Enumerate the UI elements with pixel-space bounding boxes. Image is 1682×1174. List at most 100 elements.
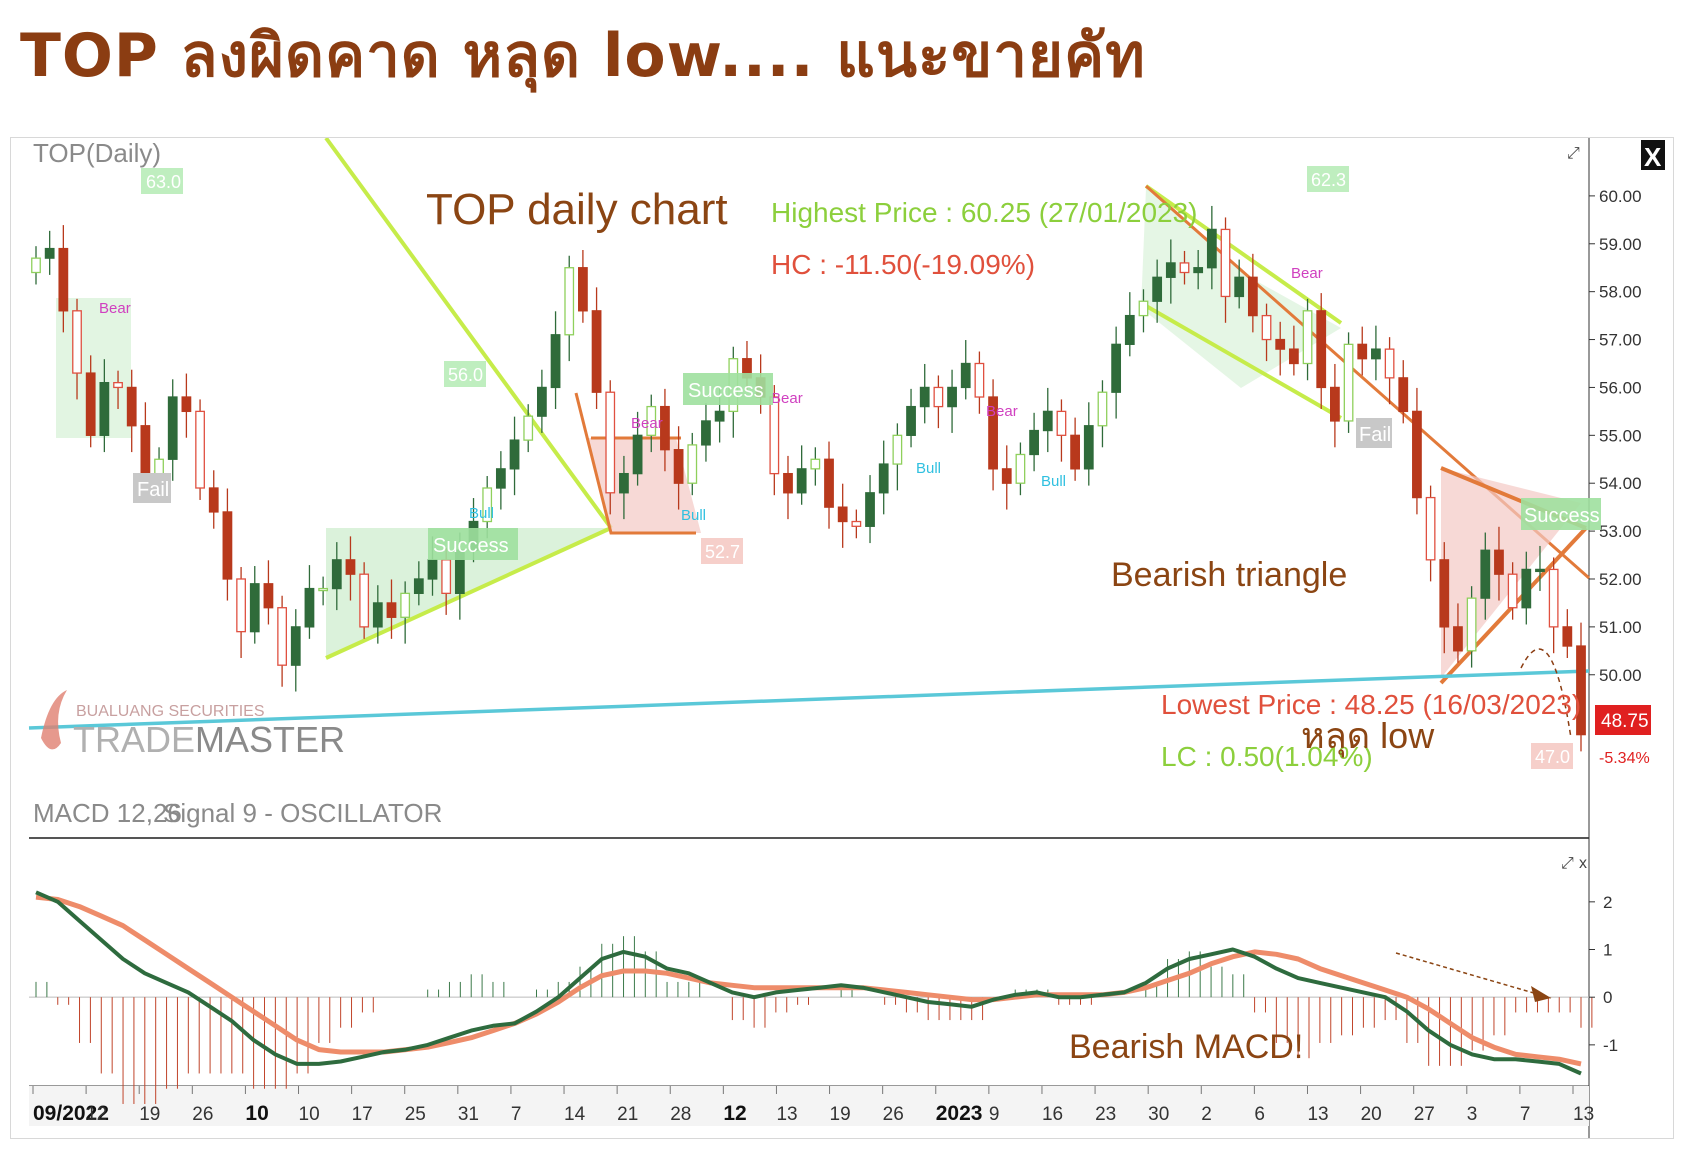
candle xyxy=(769,396,780,475)
macd-lines xyxy=(35,890,1582,1076)
candle xyxy=(1398,377,1409,413)
candle xyxy=(236,578,246,633)
date-tick-label: 28 xyxy=(670,1104,691,1125)
brand-logo: BUALUANG SECURITIES TRADEMASTER xyxy=(41,690,345,760)
bear-label: Bear xyxy=(631,415,663,432)
candle xyxy=(1494,549,1504,575)
candle xyxy=(318,587,329,592)
candle xyxy=(263,583,274,609)
candle xyxy=(1343,343,1354,422)
macd-title: MACD 12,26 xyxy=(33,798,182,828)
candle xyxy=(796,468,807,494)
date-tick-label: 12 xyxy=(723,1102,746,1125)
macd-tick-label: 1 xyxy=(1603,941,1612,960)
bull-label: Bull xyxy=(916,460,941,477)
macd-series-line xyxy=(35,890,1582,1076)
candle xyxy=(126,386,137,427)
candle xyxy=(304,587,315,628)
date-tick-label: 13 xyxy=(776,1104,797,1125)
candle xyxy=(591,310,602,393)
expand-icon[interactable]: ⤢ xyxy=(1567,145,1580,162)
candle xyxy=(1152,276,1163,302)
pane-close-icon[interactable]: x xyxy=(1579,855,1587,872)
candle xyxy=(974,362,985,398)
date-tick-label: 19 xyxy=(139,1104,160,1125)
candle xyxy=(632,434,643,475)
price-tick-label: 59.00 xyxy=(1599,235,1642,254)
candle xyxy=(1576,645,1586,736)
candle xyxy=(837,506,848,523)
bear-label: Bear xyxy=(99,300,131,317)
candle xyxy=(1302,310,1313,365)
candle xyxy=(1083,425,1094,470)
date-tick-label: 31 xyxy=(458,1104,479,1125)
candle xyxy=(1453,626,1463,652)
price-tick-label: 56.00 xyxy=(1599,378,1642,397)
candle xyxy=(619,472,629,494)
candle xyxy=(277,607,287,666)
date-tick-label: 7 xyxy=(511,1104,522,1125)
price-tick-label: 51.00 xyxy=(1599,618,1642,637)
candle xyxy=(960,362,971,389)
candle xyxy=(181,396,192,413)
success-label: Success xyxy=(1524,505,1600,527)
candle xyxy=(1330,386,1340,422)
chart-svg[interactable]: 60.0059.0058.0057.0056.0055.0054.0053.00… xyxy=(11,136,1673,1138)
candle xyxy=(536,386,547,417)
price-tick-label: 58.00 xyxy=(1599,283,1642,302)
date-tick-label: 27 xyxy=(1414,1104,1435,1125)
annotation-chart-title: TOP daily chart xyxy=(426,185,728,234)
candle xyxy=(1548,568,1559,628)
date-tick-label: 13 xyxy=(1573,1104,1594,1125)
candle xyxy=(290,626,301,666)
date-tick-label: 12 xyxy=(86,1104,107,1125)
candle xyxy=(1097,391,1108,427)
target-value: 52.7 xyxy=(705,542,740,562)
close-button[interactable]: X xyxy=(1644,142,1662,172)
last-change: -5.34% xyxy=(1599,750,1650,767)
svg-text:TRADEMASTER: TRADEMASTER xyxy=(73,719,345,760)
candle xyxy=(564,267,575,336)
price-tick-label: 60.00 xyxy=(1599,187,1642,206)
candle xyxy=(1316,310,1327,389)
chart-frame: 60.00 59.00 58.00 57.00 56.00 55.00 54.00 53.00… xyxy=(10,136,1674,1139)
brand-trade: TRADE xyxy=(73,719,195,760)
candle xyxy=(1165,262,1176,278)
channel-lower xyxy=(1140,301,1342,420)
candle xyxy=(1234,276,1245,298)
date-tick-label: 30 xyxy=(1148,1104,1169,1125)
candle xyxy=(99,381,110,436)
date-tick-label: 23 xyxy=(1095,1104,1116,1125)
candle xyxy=(413,578,424,595)
candle xyxy=(140,425,151,475)
candle xyxy=(865,492,875,527)
target-value: 62.3 xyxy=(1311,170,1346,190)
candle xyxy=(783,472,793,494)
candle xyxy=(810,458,821,470)
price-tick-label: 52.00 xyxy=(1599,570,1642,589)
candle xyxy=(1357,343,1368,360)
expand-icon[interactable]: ⤢ xyxy=(1561,855,1574,872)
bear-label: Bear xyxy=(1291,265,1323,282)
date-tick-label: 26 xyxy=(883,1104,904,1125)
bull-label: Bull xyxy=(681,507,706,524)
candle xyxy=(427,559,438,580)
candle xyxy=(605,391,616,494)
candle xyxy=(1425,496,1436,561)
annotation-pattern: Bearish triangle xyxy=(1111,556,1347,594)
candle xyxy=(714,410,725,422)
candle xyxy=(523,415,534,441)
candle xyxy=(673,449,684,484)
date-tick-label: 25 xyxy=(405,1104,426,1125)
date-tick-label: 10 xyxy=(245,1102,268,1125)
support-line xyxy=(28,669,1590,730)
candle xyxy=(947,386,957,408)
candle xyxy=(851,520,862,527)
candle xyxy=(44,247,55,259)
candle xyxy=(31,257,41,274)
price-tick-label: 53.00 xyxy=(1599,522,1642,541)
date-tick-label: 20 xyxy=(1361,1104,1382,1125)
headline: TOP ลงผิดคาด หลุด low.... แนะขายคัท xyxy=(20,21,1146,91)
candle xyxy=(1124,314,1135,345)
